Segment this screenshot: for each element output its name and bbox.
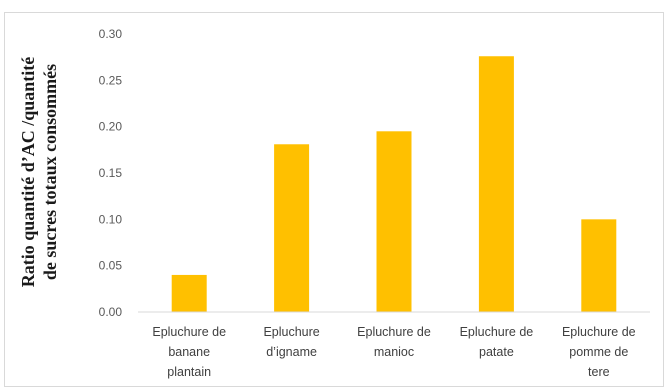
y-tick-label: 0.00 [99, 305, 123, 319]
y-tick-label: 0.05 [99, 259, 123, 273]
chart-frame [4, 12, 664, 387]
x-tick-label: Epluchure de pomme de tere [562, 325, 636, 379]
x-tick-label: Epluchure de banane plantain [152, 325, 226, 379]
bar [581, 219, 617, 312]
bar [376, 131, 412, 312]
y-tick-label: 0.10 [99, 212, 123, 226]
y-axis-label: Ratio quantité d’AC /quantité de sucres … [18, 57, 60, 288]
y-tick-label: 0.20 [99, 120, 123, 134]
x-tick-label: Epluchure de patate [460, 325, 534, 359]
y-axis-label-line-1: Ratio quantité d’AC /quantité [18, 57, 38, 288]
bar [274, 144, 310, 312]
bar [171, 274, 207, 312]
bar [478, 56, 514, 312]
y-tick-label: 0.30 [99, 27, 123, 41]
x-tick-label: Epluchure d’igname [263, 325, 319, 359]
y-tick-label: 0.15 [99, 166, 123, 180]
y-axis-label-line-2: de sucres totaux consommés [40, 64, 60, 280]
x-axis-labels: Epluchure de banane plantain Epluchure d’ign… [152, 325, 635, 379]
y-axis-ticks: 0.00 0.05 0.10 0.15 0.20 0.25 0.30 [99, 27, 123, 319]
y-tick-label: 0.25 [99, 73, 123, 87]
x-tick-label: Epluchure de manioc [357, 325, 431, 359]
bars [171, 56, 617, 312]
